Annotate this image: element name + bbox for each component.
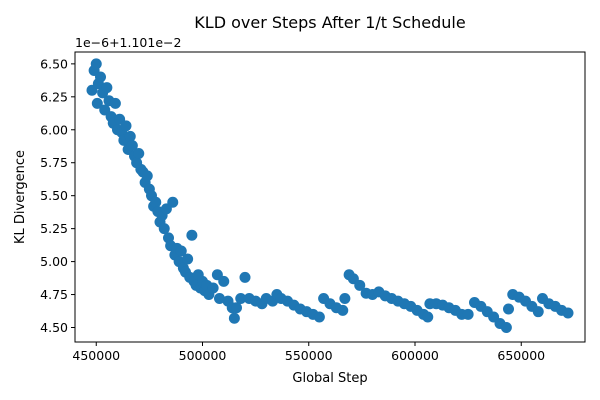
y-axis-ticks: 4.50 4.75 5.00 5.25 5.50 5.75 6.00 6.25 6.50 — [40, 56, 75, 335]
y-tick-label: 6.00 — [40, 122, 68, 137]
data-point — [120, 120, 132, 132]
data-point — [239, 271, 251, 283]
data-point — [186, 229, 198, 241]
x-tick-label: 550000 — [285, 348, 333, 363]
x-axis-label: Global Step — [292, 371, 367, 386]
y-offset-text: 1e−6+1.101e−2 — [75, 35, 181, 50]
y-tick-label: 4.75 — [40, 287, 68, 302]
x-axis-ticks: 450000 500000 550000 600000 650000 — [72, 342, 545, 363]
data-point — [182, 253, 194, 265]
y-tick-label: 5.50 — [40, 188, 68, 203]
y-tick-label: 5.00 — [40, 254, 68, 269]
data-point — [354, 279, 366, 291]
data-point — [158, 223, 170, 235]
data-point — [503, 303, 514, 315]
x-tick-label: 600000 — [391, 348, 439, 363]
data-point — [150, 196, 162, 208]
data-point — [422, 311, 434, 323]
plot-frame — [74, 51, 586, 343]
data-point — [90, 58, 102, 70]
y-tick-label: 6.50 — [40, 56, 68, 71]
data-point — [313, 311, 325, 323]
data-point — [124, 130, 136, 142]
chart-title: KLD over Steps After 1/t Schedule — [194, 13, 465, 32]
plot-area — [74, 51, 586, 343]
scatter-points — [86, 58, 574, 333]
x-tick-label: 500000 — [179, 348, 227, 363]
data-point — [207, 282, 219, 294]
data-point — [235, 293, 247, 304]
data-point — [500, 322, 512, 333]
data-point — [133, 148, 145, 159]
data-point — [91, 97, 103, 109]
data-point — [562, 307, 574, 319]
data-point — [175, 245, 187, 257]
y-tick-label: 6.25 — [40, 89, 68, 104]
data-point — [218, 275, 230, 287]
data-point — [532, 306, 544, 318]
data-point — [337, 304, 349, 316]
y-tick-label: 4.50 — [40, 320, 68, 335]
y-tick-label: 5.25 — [40, 221, 68, 236]
data-point — [141, 170, 153, 182]
y-tick-label: 5.75 — [40, 155, 68, 170]
data-point — [126, 140, 138, 152]
data-point — [339, 293, 351, 304]
data-point — [167, 196, 179, 208]
x-tick-label: 650000 — [497, 348, 545, 363]
data-point — [95, 71, 106, 83]
y-axis-label: KL Divergence — [13, 150, 28, 244]
data-point — [109, 97, 121, 109]
data-point — [231, 302, 242, 314]
data-point — [462, 308, 474, 320]
data-point — [214, 293, 225, 304]
data-point — [228, 312, 240, 324]
data-point — [101, 82, 113, 94]
x-tick-label: 450000 — [72, 348, 120, 363]
